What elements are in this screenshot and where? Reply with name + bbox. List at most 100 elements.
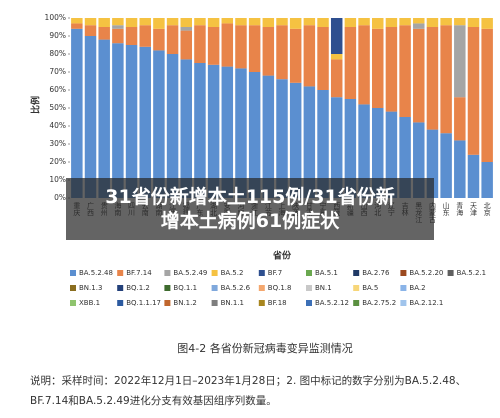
bar-segment xyxy=(440,25,452,134)
legend-swatch xyxy=(306,285,312,291)
bar-segment xyxy=(467,18,480,27)
legend-swatch xyxy=(211,300,218,306)
bar-segment xyxy=(413,18,425,24)
legend-label: BA.5.2.48 xyxy=(79,269,113,277)
legend-label: BA.5.2.6 xyxy=(221,284,251,292)
bar-segment xyxy=(399,18,411,26)
bar-segment xyxy=(180,59,193,199)
bar-segment xyxy=(112,25,124,29)
bar-segment xyxy=(467,154,480,198)
bar-segment xyxy=(330,59,343,98)
legend-swatch xyxy=(306,300,312,306)
bar-segment xyxy=(276,79,288,198)
legend-label: BA.5.2.1 xyxy=(457,269,487,277)
legend-swatch xyxy=(164,270,171,276)
bar-segment xyxy=(344,18,357,27)
legend-swatch xyxy=(117,270,124,276)
bar-segment xyxy=(440,133,452,198)
bar-segment xyxy=(84,36,97,198)
legend-swatch xyxy=(353,285,360,291)
bar-segment xyxy=(317,27,329,90)
legend-label: BQ.1.2 xyxy=(126,284,150,292)
bar-segment xyxy=(153,18,165,29)
legend-swatch xyxy=(117,300,124,306)
legend-swatch xyxy=(400,285,407,291)
bar-segment xyxy=(413,28,425,123)
legend-label: BA.5.2.49 xyxy=(173,269,207,277)
legend-label: BA.2.75.2 xyxy=(362,299,396,307)
bar-segment xyxy=(235,68,247,199)
legend-label: BN.1.2 xyxy=(173,299,196,307)
bar-segment xyxy=(358,104,370,198)
bar-segment xyxy=(71,18,83,24)
bar-segment xyxy=(71,23,83,29)
bar-segment xyxy=(454,140,466,198)
legend-swatch xyxy=(306,270,312,276)
bar-segment xyxy=(303,86,316,198)
legend-swatch xyxy=(400,300,407,306)
bar-segment xyxy=(330,97,343,198)
bar-segment xyxy=(221,18,234,24)
bar-segment xyxy=(248,18,261,26)
bar-segment xyxy=(180,30,193,60)
bar-segment xyxy=(235,18,247,26)
bar-segment xyxy=(289,18,302,29)
bar-segment xyxy=(481,18,493,29)
legend-swatch xyxy=(258,285,265,291)
x-tick-label: 青海 xyxy=(456,201,464,217)
y-tick-label: 80% xyxy=(49,49,66,58)
bar-segment xyxy=(330,54,343,60)
bar-segment xyxy=(371,108,384,198)
bar-segment xyxy=(262,18,275,27)
bar-segment xyxy=(454,18,466,26)
bar-segment xyxy=(481,28,493,162)
legend-label: BA.2.76 xyxy=(362,269,390,277)
legend-swatch xyxy=(211,270,218,276)
bar-segment xyxy=(426,129,439,198)
bar-segment xyxy=(262,75,275,198)
legend-swatch xyxy=(211,285,218,291)
bar-segment xyxy=(262,27,275,76)
bar-segment xyxy=(426,27,439,130)
y-tick-label: 30% xyxy=(49,139,66,148)
bar-segment xyxy=(207,18,220,27)
legend-label: XBB.1 xyxy=(79,299,100,307)
bar-segment xyxy=(344,27,357,99)
bar-segment xyxy=(71,28,83,198)
bar-segment xyxy=(180,27,193,31)
bar-segment xyxy=(112,28,124,44)
legend-swatch xyxy=(164,285,171,291)
legend-label: BA.5 xyxy=(362,284,378,292)
legend-label: BQ.1.1 xyxy=(173,284,197,292)
bar-segment xyxy=(98,18,110,27)
bar-segment xyxy=(385,111,398,198)
bar-segment xyxy=(98,39,110,198)
y-tick-label: 60% xyxy=(49,85,66,94)
bar-segment xyxy=(125,45,138,198)
bar-segment xyxy=(399,117,411,198)
bar-segment xyxy=(166,54,179,198)
legend-swatch xyxy=(353,300,360,306)
bar-segment xyxy=(248,72,261,198)
bar-segment xyxy=(180,18,193,27)
legend-label: BA.2.12.1 xyxy=(409,299,443,307)
y-axis-label: 比例 xyxy=(30,96,42,114)
legend-swatch xyxy=(447,270,454,276)
bar-segment xyxy=(166,25,179,54)
legend-label: BF.7.14 xyxy=(126,269,152,277)
x-tick-label: 天津 xyxy=(469,202,477,217)
bar-segment xyxy=(358,25,370,105)
x-tick-label: 山东 xyxy=(442,201,450,216)
y-tick-label: 10% xyxy=(49,175,66,184)
legend-label: BF.18 xyxy=(268,299,287,307)
legend-swatch xyxy=(70,285,76,291)
y-tick-label: 50% xyxy=(49,103,66,112)
bar-segment xyxy=(112,43,124,199)
x-axis-label: 省份 xyxy=(272,250,292,262)
bar-segment xyxy=(139,25,151,47)
legend-swatch xyxy=(117,285,124,291)
bar-segment xyxy=(98,27,110,40)
bar-segment xyxy=(413,122,425,198)
bar-segment xyxy=(289,82,302,198)
